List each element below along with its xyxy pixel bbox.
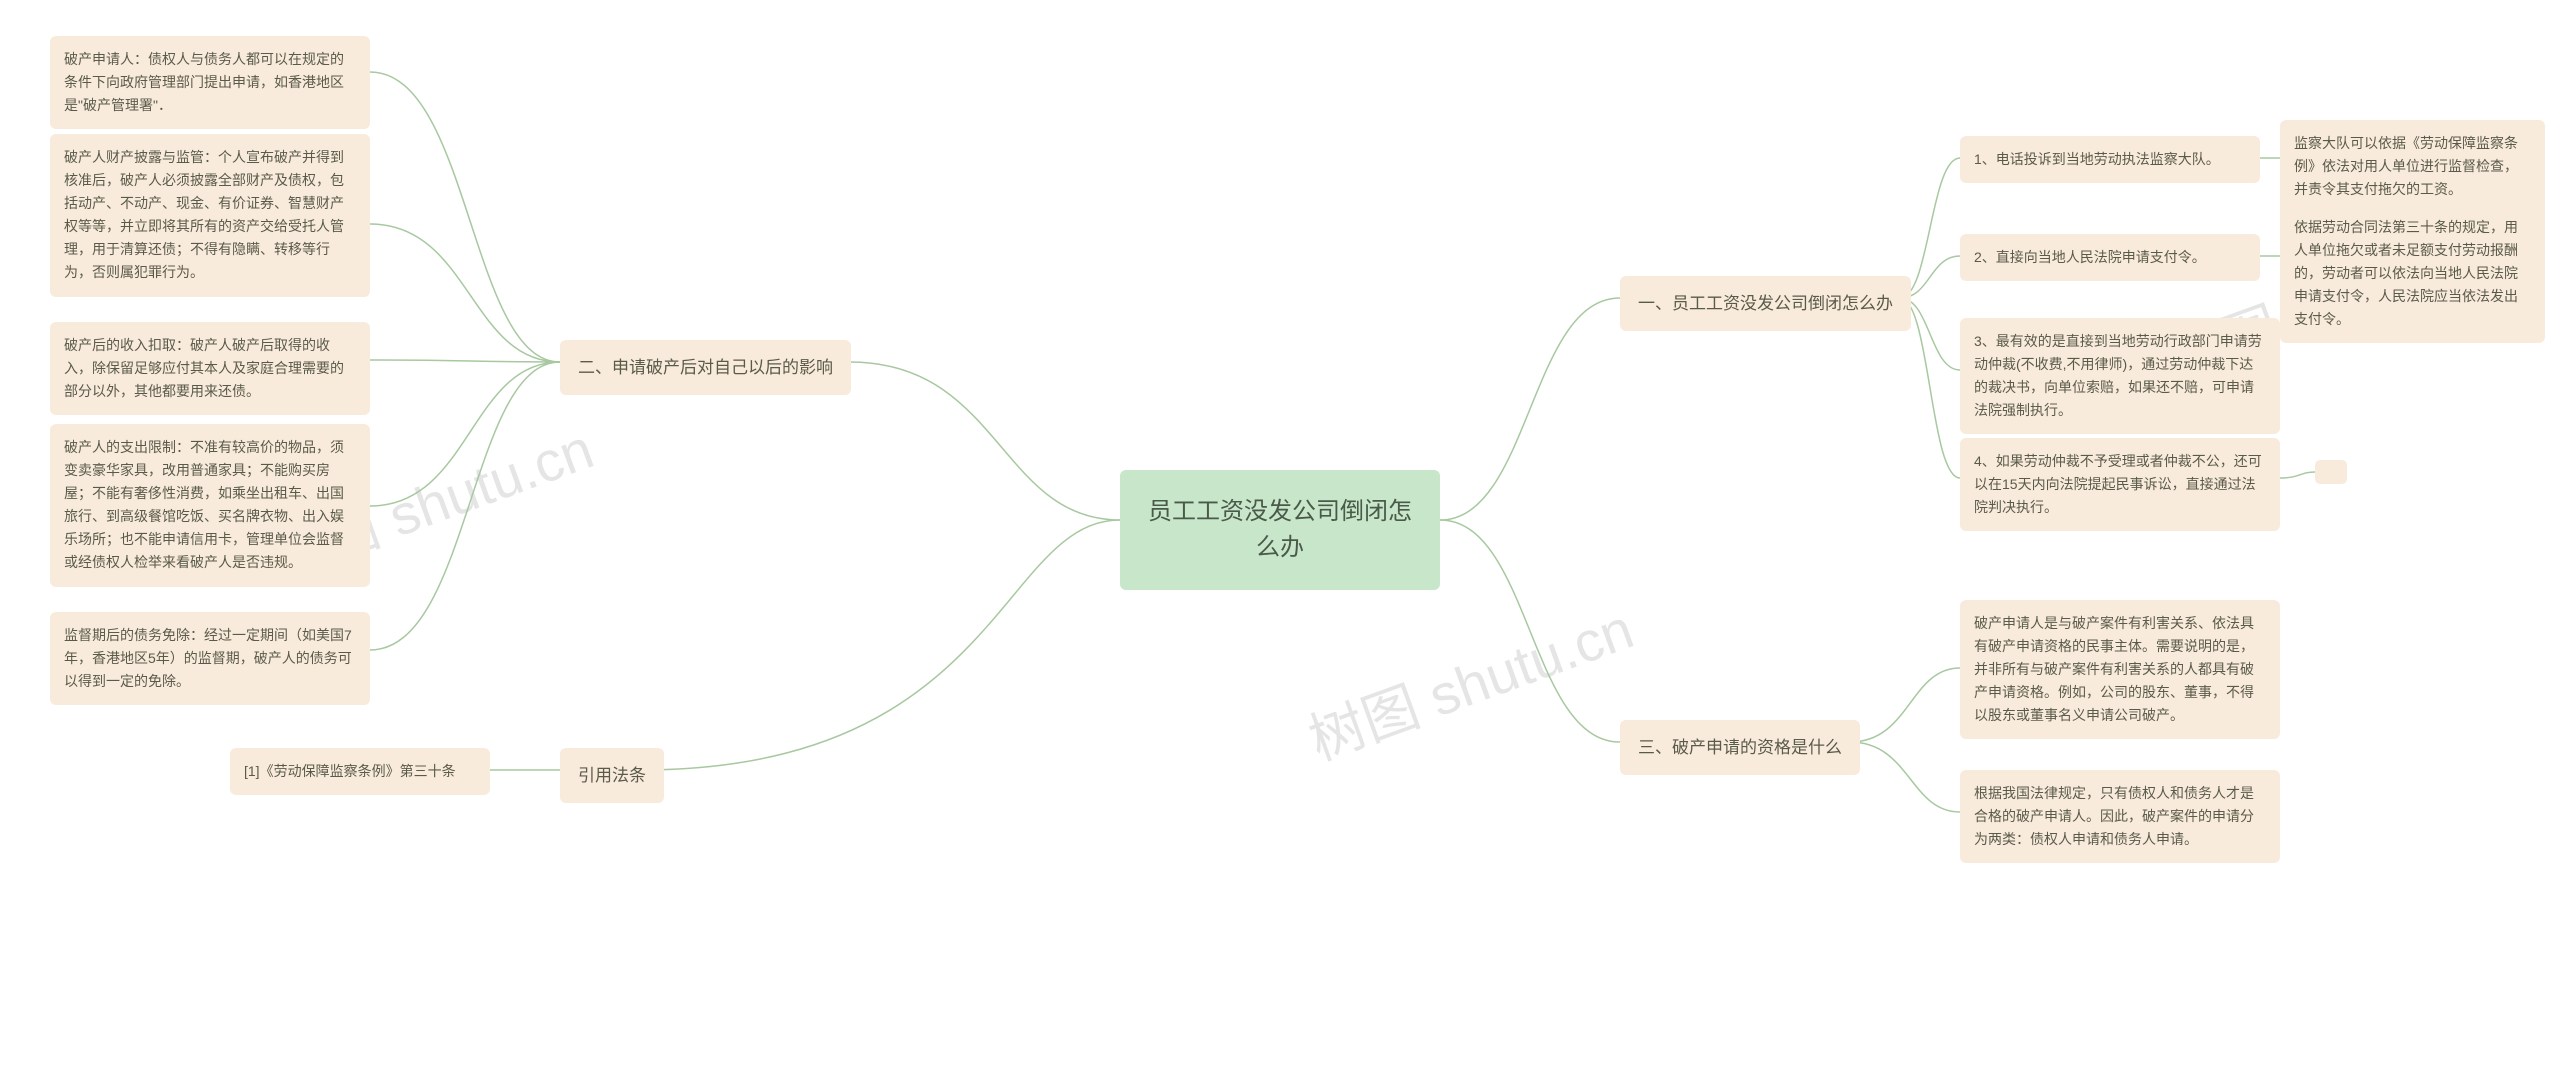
leaf-r2-2[interactable]: 根据我国法律规定，只有债权人和债务人才是合格的破产申请人。因此，破产案件的申请分… — [1960, 770, 2280, 863]
branch-l1[interactable]: 二、申请破产后对自己以后的影响 — [560, 340, 851, 395]
watermark: 树图 shutu.cn — [1296, 584, 1643, 776]
leaf-r1-4[interactable]: 4、如果劳动仲裁不予受理或者仲裁不公，还可以在15天内向法院提起民事诉讼，直接通… — [1960, 438, 2280, 531]
leaf-l1-4[interactable]: 破产人的支出限制：不准有较高价的物品，须变卖豪华家具，改用普通家具；不能购买房屋… — [50, 424, 370, 587]
branch-r1[interactable]: 一、员工工资没发公司倒闭怎么办 — [1620, 276, 1911, 331]
mindmap-center[interactable]: 员工工资没发公司倒闭怎么办 — [1120, 470, 1440, 590]
leaf-r2-1[interactable]: 破产申请人是与破产案件有利害关系、依法具有破产申请资格的民事主体。需要说明的是，… — [1960, 600, 2280, 739]
leaf-l1-1[interactable]: 破产申请人：债权人与债务人都可以在规定的条件下向政府管理部门提出申请，如香港地区… — [50, 36, 370, 129]
branch-r2[interactable]: 三、破产申请的资格是什么 — [1620, 720, 1860, 775]
leaf-r1-1[interactable]: 1、电话投诉到当地劳动执法监察大队。 — [1960, 136, 2260, 183]
leaf-r1-3[interactable]: 3、最有效的是直接到当地劳动行政部门申请劳动仲裁(不收费,不用律师)，通过劳动仲… — [1960, 318, 2280, 434]
leaf-r1-2[interactable]: 2、直接向当地人民法院申请支付令。 — [1960, 234, 2260, 281]
leaf-l1-3[interactable]: 破产后的收入扣取：破产人破产后取得的收入，除保留足够应付其本人及家庭合理需要的部… — [50, 322, 370, 415]
leaf-r1-2-sub[interactable]: 依据劳动合同法第三十条的规定，用人单位拖欠或者未足额支付劳动报酬的，劳动者可以依… — [2280, 204, 2545, 343]
leaf-l1-2[interactable]: 破产人财产披露与监管：个人宣布破产并得到核准后，破产人必须披露全部财产及债权，包… — [50, 134, 370, 297]
branch-l2[interactable]: 引用法条 — [560, 748, 664, 803]
leaf-l2-1[interactable]: [1]《劳动保障监察条例》第三十条 — [230, 748, 490, 795]
leaf-l1-5[interactable]: 监督期后的债务免除：经过一定期间（如美国7年，香港地区5年）的监督期，破产人的债… — [50, 612, 370, 705]
leaf-r1-4-empty[interactable] — [2315, 460, 2347, 484]
leaf-r1-1-sub[interactable]: 监察大队可以依据《劳动保障监察条例》依法对用人单位进行监督检查，并责令其支付拖欠… — [2280, 120, 2545, 213]
